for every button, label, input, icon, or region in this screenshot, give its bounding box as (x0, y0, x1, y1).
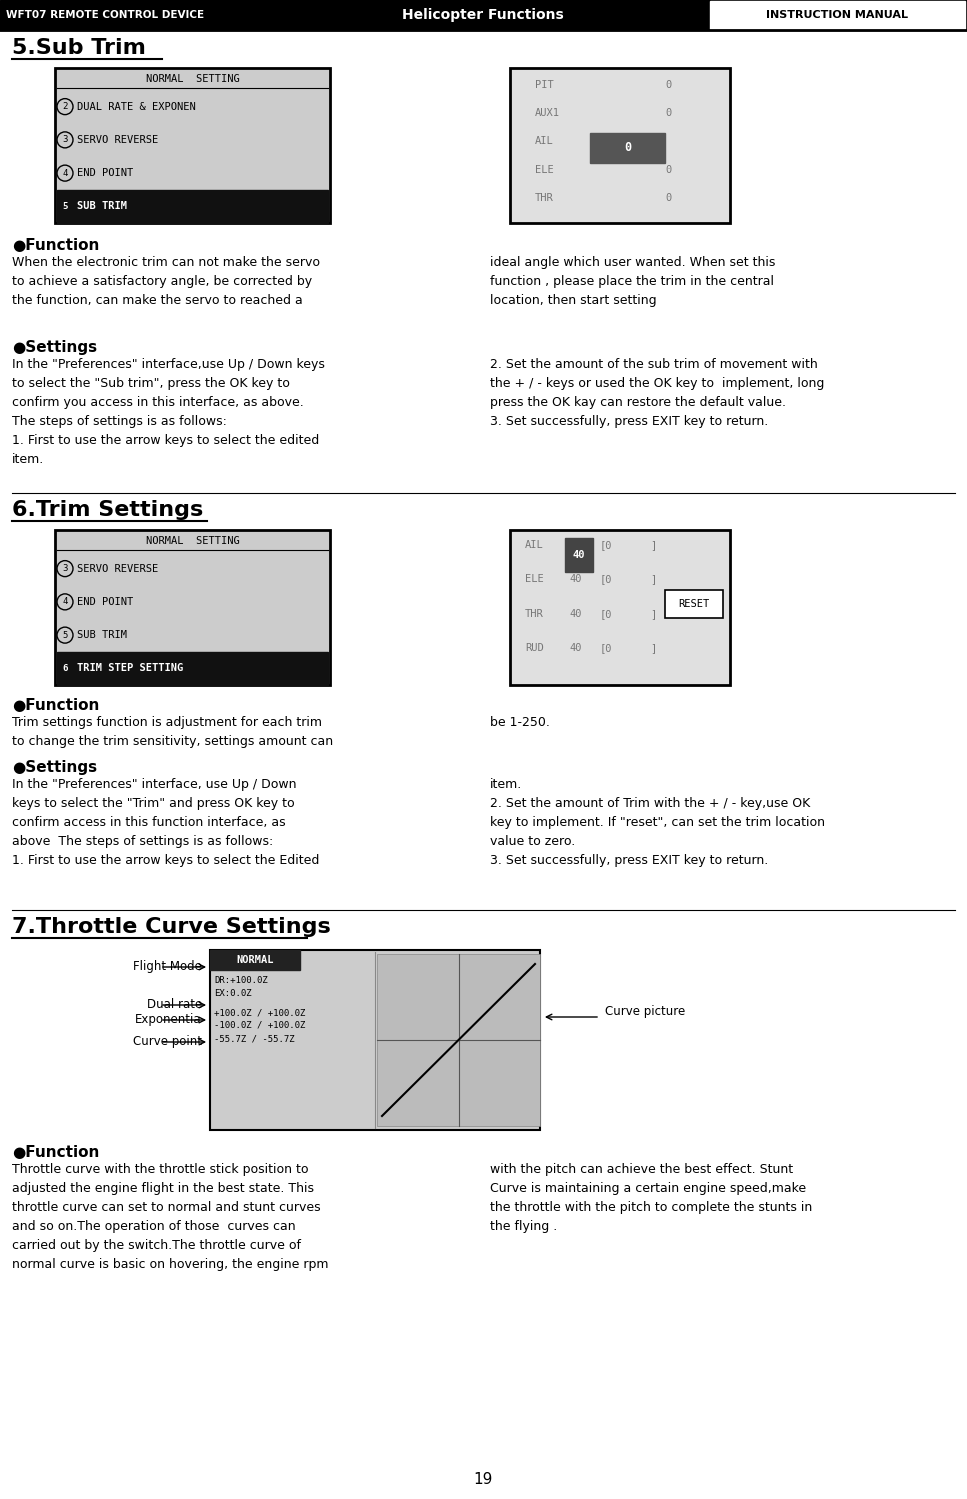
Text: THR: THR (525, 609, 543, 619)
Text: END POINT: END POINT (77, 168, 133, 178)
Bar (57, 190, 328, 223)
Bar (55, 67, 330, 223)
Text: with the pitch can achieve the best effect. Stunt
Curve is maintaining a certain: with the pitch can achieve the best effe… (490, 1163, 812, 1234)
Text: Helicopter Functions: Helicopter Functions (402, 7, 564, 22)
Text: [0: [0 (600, 609, 612, 619)
Text: -55.7Z / -55.7Z: -55.7Z / -55.7Z (214, 1034, 295, 1043)
Text: 0: 0 (665, 108, 671, 118)
Text: NORMAL  SETTING: NORMAL SETTING (146, 537, 240, 546)
Text: +100.0Z / +100.0Z: +100.0Z / +100.0Z (214, 1007, 306, 1016)
Text: 40: 40 (569, 574, 581, 585)
Text: 3: 3 (62, 564, 68, 573)
Text: EX:0.0Z: EX:0.0Z (214, 989, 251, 998)
Text: NORMAL: NORMAL (236, 955, 274, 965)
Text: END POINT: END POINT (77, 597, 133, 607)
Text: Flight Mode: Flight Mode (133, 959, 202, 973)
Text: 3: 3 (62, 135, 68, 144)
Text: ELE: ELE (535, 165, 554, 174)
Text: Curve picture: Curve picture (605, 1004, 686, 1018)
Text: TRIM STEP SETTING: TRIM STEP SETTING (77, 664, 184, 673)
Text: When the electronic trim can not make the servo
to achieve a satisfactory angle,: When the electronic trim can not make th… (12, 256, 320, 307)
Text: Exponentia: Exponentia (135, 1013, 202, 1025)
Text: 6: 6 (62, 664, 68, 673)
Text: RUD: RUD (525, 643, 543, 654)
Text: AIL: AIL (535, 136, 554, 147)
Text: 40: 40 (572, 550, 585, 561)
Text: ]: ] (650, 643, 657, 654)
Bar (565, 538, 593, 573)
Bar (510, 531, 730, 685)
Text: THR: THR (535, 193, 554, 202)
Bar (57, 652, 328, 685)
Text: ELE: ELE (525, 574, 543, 585)
Text: In the "Preferences" interface, use Up / Down
keys to select the "Trim" and pres: In the "Preferences" interface, use Up /… (12, 778, 319, 866)
Text: Curve point: Curve point (133, 1034, 202, 1048)
Text: 0: 0 (665, 165, 671, 174)
Text: 4: 4 (62, 168, 68, 177)
Text: 2: 2 (62, 102, 68, 111)
Text: AUX1: AUX1 (535, 108, 560, 118)
Text: ]: ] (650, 609, 657, 619)
Text: Dual rate: Dual rate (147, 998, 202, 1010)
Text: ideal angle which user wanted. When set this
function , please place the trim in: ideal angle which user wanted. When set … (490, 256, 776, 307)
Text: ●Function: ●Function (12, 699, 100, 714)
Text: 4: 4 (62, 598, 68, 607)
Text: In the "Preferences" interface,use Up / Down keys
to select the "Sub trim", pres: In the "Preferences" interface,use Up / … (12, 358, 325, 466)
Text: 6.Trim Settings: 6.Trim Settings (12, 501, 203, 520)
Text: WFT07 REMOTE CONTROL DEVICE: WFT07 REMOTE CONTROL DEVICE (6, 10, 204, 19)
Text: 2. Set the amount of the sub trim of movement with
the + / - keys or used the OK: 2. Set the amount of the sub trim of mov… (490, 358, 825, 429)
Text: 0: 0 (665, 193, 671, 202)
Text: 19: 19 (473, 1472, 493, 1487)
Text: be 1-250.: be 1-250. (490, 717, 550, 729)
Text: ]: ] (650, 574, 657, 585)
Text: 5: 5 (62, 631, 68, 640)
Bar (210, 950, 540, 1130)
Text: SERVO REVERSE: SERVO REVERSE (77, 564, 159, 574)
Text: 0: 0 (625, 141, 631, 154)
Text: PIT: PIT (535, 79, 554, 90)
Text: DR:+100.0Z: DR:+100.0Z (214, 976, 268, 985)
Bar (510, 67, 730, 223)
Bar (0, 0, 967, 30)
Text: item.
2. Set the amount of Trim with the + / - key,use OK
key to implement. If ": item. 2. Set the amount of Trim with the… (490, 778, 825, 866)
Bar (665, 591, 723, 618)
Text: SERVO REVERSE: SERVO REVERSE (77, 135, 159, 145)
Text: SUB TRIM: SUB TRIM (77, 201, 127, 211)
Text: ●Settings: ●Settings (12, 340, 97, 355)
Bar (590, 133, 665, 162)
Text: 5: 5 (62, 202, 68, 211)
Text: 5.Sub Trim: 5.Sub Trim (12, 37, 146, 58)
Text: [0: [0 (600, 643, 612, 654)
Text: SUB TRIM: SUB TRIM (77, 630, 127, 640)
Text: 0: 0 (665, 79, 671, 90)
Text: ●Function: ●Function (12, 1145, 100, 1160)
Bar (377, 953, 540, 1126)
Text: [0: [0 (600, 574, 612, 585)
Text: 40: 40 (569, 609, 581, 619)
Text: RESET: RESET (679, 600, 710, 609)
Text: 7.Throttle Curve Settings: 7.Throttle Curve Settings (12, 917, 331, 937)
Text: DUAL RATE & EXPONEN: DUAL RATE & EXPONEN (77, 102, 195, 111)
Text: -100.0Z / +100.0Z: -100.0Z / +100.0Z (214, 1021, 306, 1030)
Text: ●Settings: ●Settings (12, 760, 97, 775)
Text: INSTRUCTION MANUAL: INSTRUCTION MANUAL (767, 10, 909, 19)
Text: ●Function: ●Function (12, 238, 100, 253)
Bar (710, 1, 965, 28)
Text: NORMAL  SETTING: NORMAL SETTING (146, 73, 240, 84)
Text: 40: 40 (569, 643, 581, 654)
Text: ]: ] (650, 540, 657, 550)
Text: AIL: AIL (525, 540, 543, 550)
Text: Trim settings function is adjustment for each trim
to change the trim sensitivit: Trim settings function is adjustment for… (12, 717, 333, 748)
Bar (210, 950, 300, 970)
Bar (55, 531, 330, 685)
Text: [0: [0 (600, 540, 612, 550)
Text: Throttle curve with the throttle stick position to
adjusted the engine flight in: Throttle curve with the throttle stick p… (12, 1163, 329, 1271)
